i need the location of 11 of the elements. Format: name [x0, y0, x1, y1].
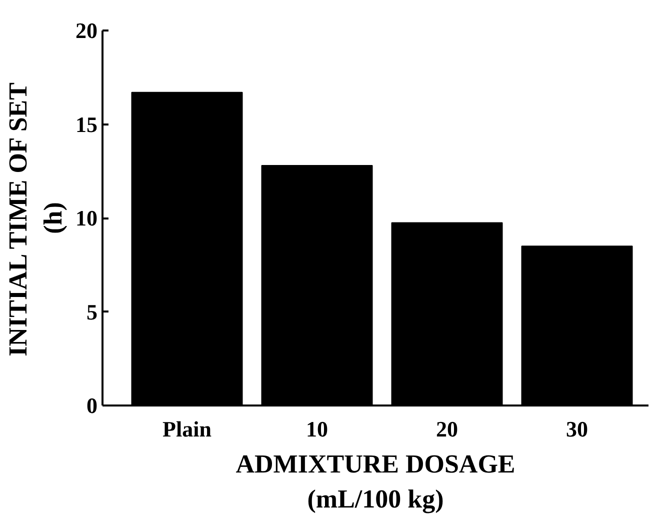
- x-tick-label: 20: [436, 416, 458, 442]
- x-axis-title: ADMIXTURE DOSAGE (mL/100 kg): [236, 450, 516, 514]
- x-tick-label: Plain: [162, 416, 212, 442]
- y-tick-label: 15: [76, 112, 98, 137]
- y-tick-label: 5: [86, 299, 98, 324]
- y-tick-label: 20: [76, 18, 98, 43]
- y-tick-label: 10: [76, 206, 98, 230]
- x-tick-label: 10: [306, 416, 328, 442]
- y-axis-title: INITIAL TIME OF SET (h): [4, 82, 68, 356]
- x-tick-label: 30: [566, 416, 588, 442]
- y-tick-label: 0: [86, 393, 98, 418]
